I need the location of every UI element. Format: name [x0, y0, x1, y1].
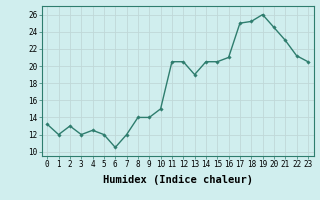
X-axis label: Humidex (Indice chaleur): Humidex (Indice chaleur) [103, 175, 252, 185]
